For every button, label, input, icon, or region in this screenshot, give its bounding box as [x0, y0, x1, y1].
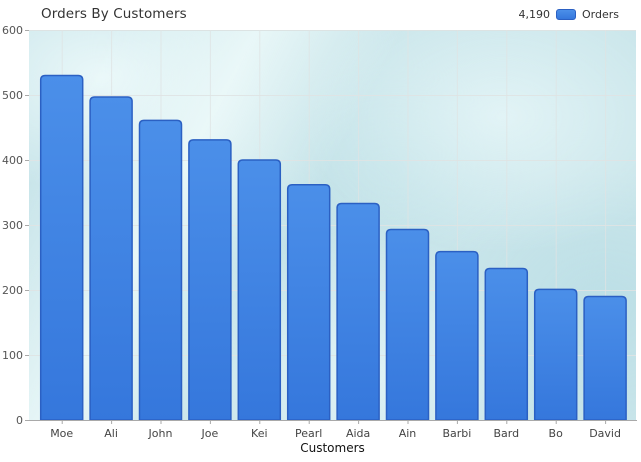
x-axis-category-label[interactable]: Kei: [251, 427, 268, 440]
y-axis-tick-label: 100: [2, 349, 23, 362]
legend-swatch-icon: [556, 9, 576, 20]
bar-bard[interactable]: [484, 267, 529, 421]
bar-bo[interactable]: [533, 288, 578, 421]
x-axis-category-label[interactable]: Ain: [399, 427, 417, 440]
chart-title: Orders By Customers: [41, 6, 187, 22]
x-axis-category-label[interactable]: Pearl: [295, 427, 322, 440]
x-axis-category-label[interactable]: Bo: [549, 427, 564, 440]
x-axis-category-label[interactable]: Ali: [104, 427, 118, 440]
x-axis-category-label[interactable]: Moe: [50, 427, 73, 440]
x-axis-category-label[interactable]: Joe: [201, 427, 219, 440]
bar-joe[interactable]: [188, 139, 232, 421]
x-axis-category-label[interactable]: Aida: [346, 427, 370, 440]
bar-aida[interactable]: [336, 202, 380, 421]
y-axis-tick-label: 500: [2, 89, 23, 102]
legend-total-value: 4,190: [518, 8, 551, 21]
x-axis-category-label[interactable]: John: [148, 427, 173, 440]
y-axis-tick-label: 600: [2, 24, 23, 37]
y-axis-tick-label: 300: [2, 219, 23, 232]
legend[interactable]: 4,190 Orders: [519, 8, 620, 21]
bar-ain[interactable]: [385, 228, 430, 421]
x-axis-category-label[interactable]: Bard: [493, 427, 519, 440]
bar-kei[interactable]: [237, 159, 282, 421]
x-axis-category-label[interactable]: David: [589, 427, 621, 440]
bar-david[interactable]: [583, 295, 627, 421]
bar-john[interactable]: [138, 119, 183, 421]
x-axis-category-label[interactable]: Barbi: [442, 427, 471, 440]
y-axis-tick-label: 200: [2, 284, 23, 297]
y-axis-tick-label: 400: [2, 154, 23, 167]
bar-pearl[interactable]: [286, 183, 331, 421]
legend-series-label: Orders: [582, 8, 619, 21]
bar-ali[interactable]: [89, 96, 133, 421]
bar-barbi[interactable]: [435, 250, 479, 421]
x-axis-title: Customers: [300, 441, 365, 455]
y-axis-tick-label: 0: [16, 414, 23, 427]
bar-moe[interactable]: [39, 74, 84, 421]
